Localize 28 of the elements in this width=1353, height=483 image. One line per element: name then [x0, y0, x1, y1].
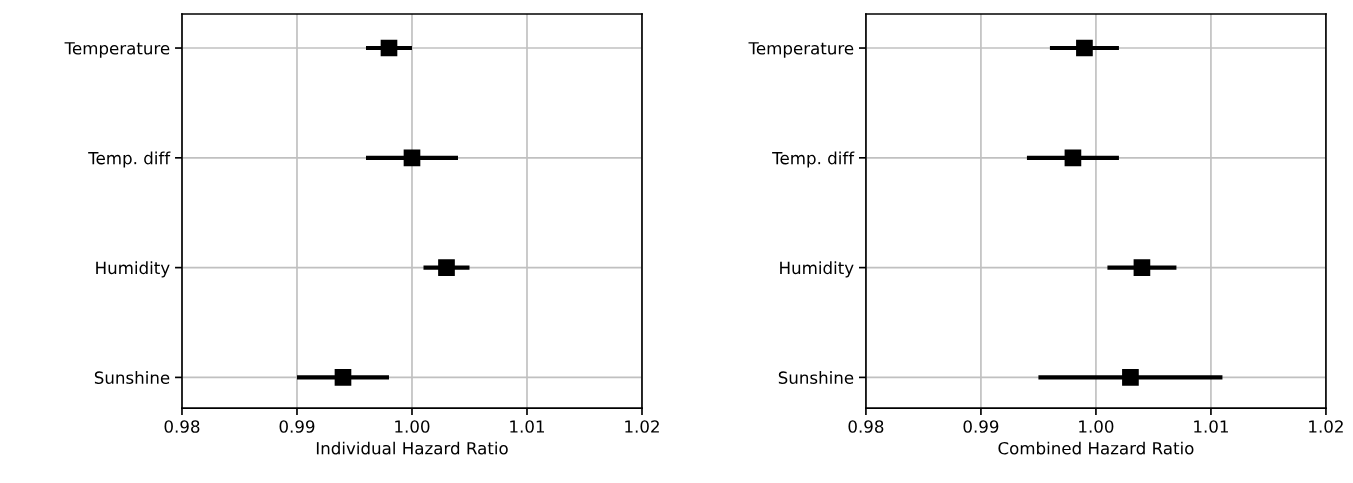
x-tick-label: 1.00 [1079, 420, 1114, 433]
point [403, 149, 421, 167]
point [334, 369, 352, 386]
x-tick-label: 1.00 [395, 420, 430, 433]
y-tick-label: Sunshine [94, 371, 170, 384]
y-tick-label: Humidity [96, 261, 170, 278]
y-tick-label: Temp. diff [88, 151, 171, 168]
y-tick-label: Temp. diff [772, 151, 855, 168]
x-tick-label: 1.01 [510, 420, 545, 433]
x-axis-title: Combined Hazard Ratio [998, 441, 1194, 455]
x-tick-label: 1.02 [1309, 420, 1343, 433]
x-tick-label: 0.99 [279, 420, 315, 433]
x-tick-label: 0.98 [848, 420, 884, 433]
x-tick-label: 0.99 [963, 420, 999, 433]
x-tick-label: 1.02 [625, 420, 659, 433]
point [1133, 259, 1151, 276]
y-tick-label: Sunshine [778, 371, 854, 384]
point [1122, 369, 1139, 386]
point [1076, 39, 1093, 57]
point [380, 39, 398, 57]
x-tick-label: 0.98 [164, 420, 200, 433]
x-axis-title: Individual Hazard Ratio [316, 441, 508, 455]
point [1064, 149, 1082, 167]
y-tick-label: Temperature [748, 42, 854, 58]
point [438, 259, 455, 276]
y-tick-label: Humidity [780, 261, 854, 278]
x-tick-label: 1.01 [1194, 420, 1228, 433]
y-tick-label: Temperature [64, 42, 170, 58]
